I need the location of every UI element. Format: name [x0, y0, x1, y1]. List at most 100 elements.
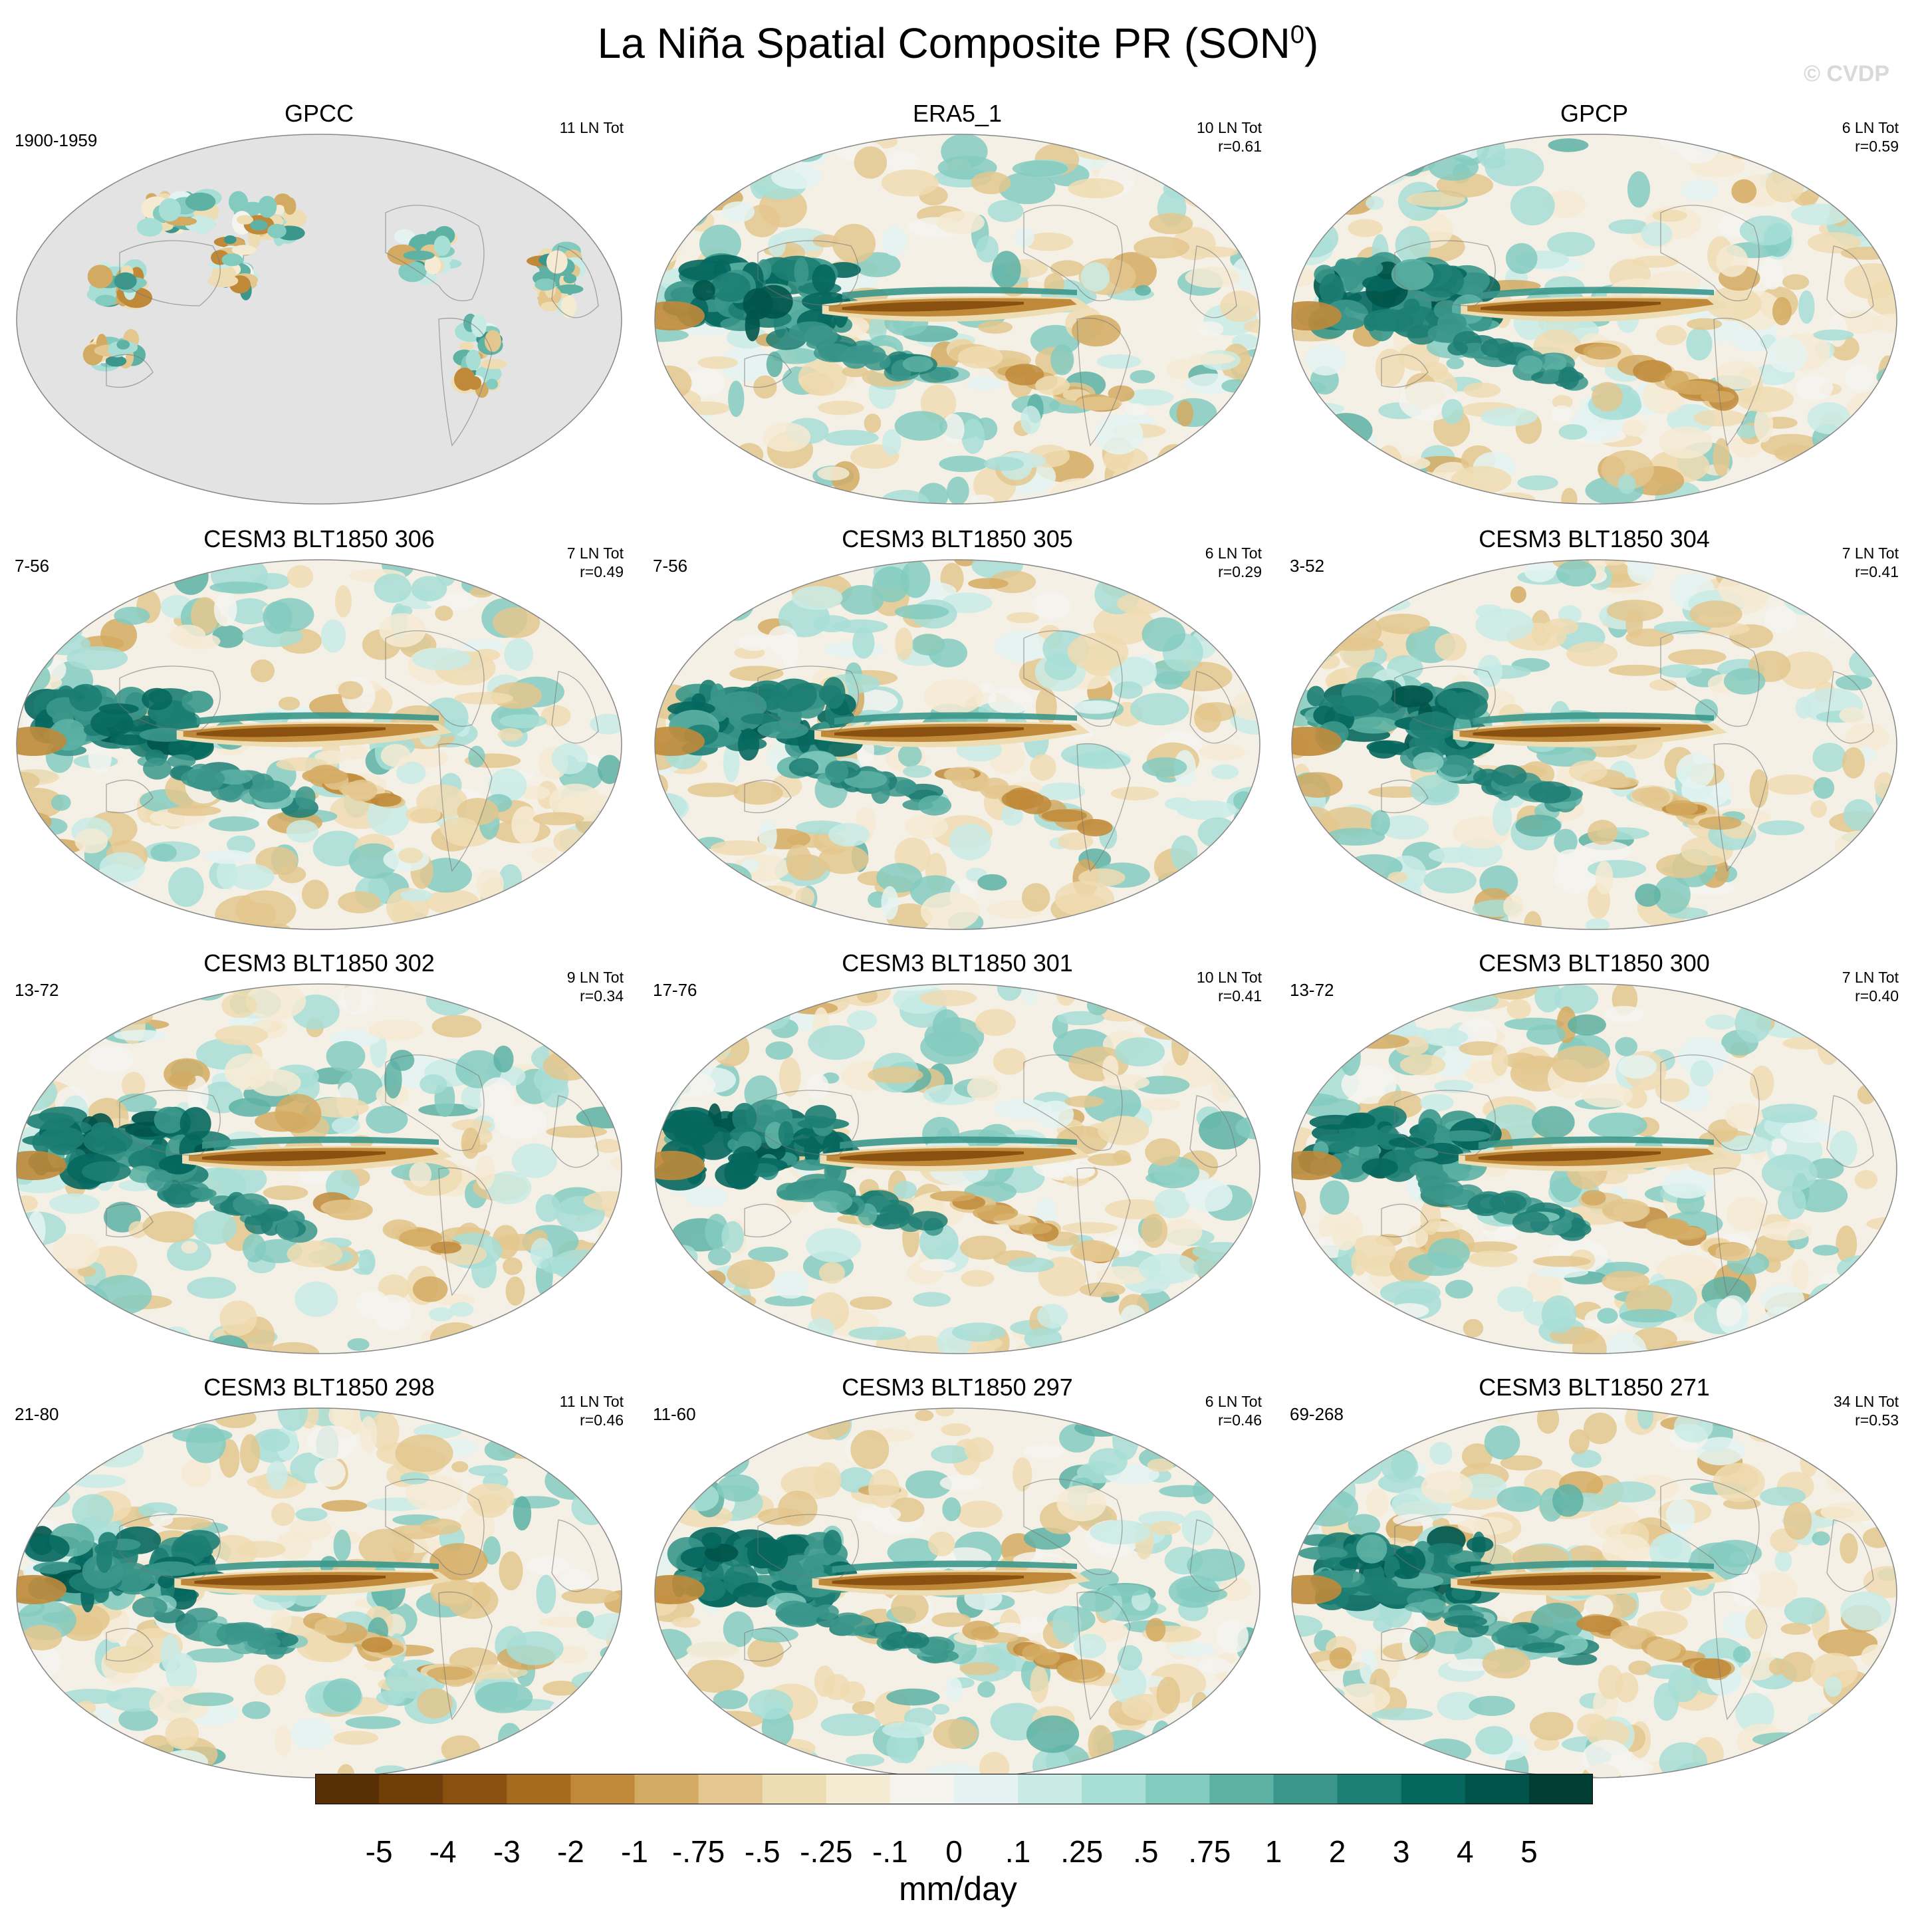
map-panel: CESM3 BLT1850 305 7-56 6 LN Tot r=0.29	[645, 525, 1270, 930]
precip-map	[1291, 559, 1897, 930]
panel-stats: 34 LN Tot r=0.53	[1834, 1392, 1899, 1429]
colorbar-tick-label: -2	[556, 1834, 584, 1869]
panel-pattern-correlation: r=0.49	[580, 563, 624, 580]
panel-event-count: 6 LN Tot	[1205, 544, 1262, 562]
precip-map	[1291, 983, 1897, 1354]
panel-title: GPCC	[284, 100, 354, 127]
colorbar-swatch	[1209, 1774, 1274, 1804]
map-field	[1292, 1408, 1897, 1778]
colorbar-swatch	[379, 1774, 443, 1804]
panel-event-count: 11 LN Tot	[559, 1393, 624, 1410]
colorbar-tick-label: .1	[1005, 1834, 1031, 1869]
panel-stats: 10 LN Tot r=0.41	[1197, 968, 1262, 1005]
panel-event-count: 7 LN Tot	[566, 544, 624, 562]
panel-pattern-correlation: r=0.34	[580, 987, 624, 1005]
map-panel: CESM3 BLT1850 304 3-52 7 LN Tot r=0.41	[1282, 525, 1907, 930]
panel-event-count: 6 LN Tot	[1842, 119, 1899, 136]
figure-title-text: La Niña Spatial Composite PR (SON	[597, 19, 1290, 67]
map-panel: GPCC 1900-1959 11 LN Tot	[7, 100, 632, 505]
colorbar-tick-label: -.25	[800, 1834, 853, 1869]
colorbar-swatch	[698, 1774, 763, 1804]
precip-map	[1291, 1407, 1897, 1778]
panel-stats: 7 LN Tot r=0.41	[1842, 544, 1899, 581]
colorbar-tick-label: -.1	[872, 1834, 908, 1869]
panel-years: 13-72	[15, 980, 59, 1000]
panel-title: CESM3 BLT1850 301	[842, 949, 1073, 977]
colorbar-swatch	[1528, 1774, 1593, 1804]
panel-title: CESM3 BLT1850 300	[1479, 949, 1710, 977]
colorbar-swatch	[954, 1774, 1018, 1804]
colorbar-swatch	[1401, 1774, 1466, 1804]
panel-years: 7-56	[653, 556, 688, 576]
colorbar-tick-label: 0	[945, 1834, 963, 1869]
map-panel: CESM3 BLT1850 300 13-72 7 LN Tot r=0.40	[1282, 949, 1907, 1354]
colorbar-tick-label: .25	[1060, 1834, 1104, 1869]
precip-map	[1291, 134, 1897, 505]
panel-event-count: 9 LN Tot	[566, 969, 624, 986]
colorbar-swatch	[1145, 1774, 1210, 1804]
colorbar-tick-label: .5	[1133, 1834, 1159, 1869]
colorbar-labels: -5 -4 -3 -2 -1 -.75 -.5 -.25 -.1 0 .1 .25 .5 .75 1 2 3 4 5	[315, 1834, 1593, 1871]
precip-map	[16, 559, 622, 930]
panel-event-count: 10 LN Tot	[1196, 119, 1262, 136]
colorbar-tick-label: 2	[1328, 1834, 1346, 1869]
map-panel: GPCP 6 LN Tot r=0.59	[1282, 100, 1907, 505]
colorbar-tick-label: 5	[1520, 1834, 1538, 1869]
colorbar-tick-label: -5	[365, 1834, 393, 1869]
panel-pattern-correlation: r=0.53	[1855, 1411, 1899, 1429]
map-field	[17, 134, 622, 504]
panel-stats: 6 LN Tot r=0.29	[1205, 544, 1262, 581]
colorbar-units: mm/day	[899, 1870, 1017, 1907]
panel-title: CESM3 BLT1850 271	[1479, 1374, 1710, 1401]
colorbar-swatch	[315, 1774, 380, 1804]
colorbar-tick-label: .75	[1188, 1834, 1231, 1869]
colorbar-swatch	[890, 1774, 955, 1804]
panel-years: 13-72	[1290, 980, 1334, 1000]
panel-pattern-correlation: r=0.41	[1218, 987, 1262, 1005]
panel-years: 21-80	[15, 1404, 59, 1424]
map-panel: CESM3 BLT1850 297 11-60 6 LN Tot r=0.46	[645, 1374, 1270, 1778]
panel-years: 1900-1959	[15, 130, 98, 150]
colorbar-swatch	[570, 1774, 635, 1804]
panel-stats: 7 LN Tot r=0.49	[567, 544, 624, 581]
panel-title: GPCP	[1560, 100, 1629, 127]
colorbar-swatch	[1018, 1774, 1082, 1804]
panel-event-count: 7 LN Tot	[1842, 544, 1899, 562]
colorbar-swatch	[1337, 1774, 1402, 1804]
panel-stats: 11 LN Tot	[560, 118, 624, 137]
panel-title: CESM3 BLT1850 304	[1479, 525, 1710, 552]
map-panel: CESM3 BLT1850 301 17-76 10 LN Tot r=0.41	[645, 949, 1270, 1354]
colorbar-swatch	[1465, 1774, 1530, 1804]
precip-map	[16, 983, 622, 1354]
panel-event-count: 10 LN Tot	[1196, 969, 1262, 986]
precip-map	[16, 134, 622, 505]
colorbar-tick-label: 3	[1392, 1834, 1410, 1869]
panel-event-count: 11 LN Tot	[559, 119, 624, 136]
colorbar-swatch	[1082, 1774, 1146, 1804]
panel-stats: 10 LN Tot r=0.61	[1197, 118, 1262, 156]
colorbar-tick-label: -.5	[744, 1834, 780, 1869]
colorbar-swatch	[1273, 1774, 1338, 1804]
precip-map	[654, 1407, 1260, 1778]
colorbar-swatch	[443, 1774, 507, 1804]
figure-title-superscript: 0	[1290, 21, 1305, 49]
panel-title: CESM3 BLT1850 305	[842, 525, 1073, 552]
map-panel: CESM3 BLT1850 298 21-80 11 LN Tot r=0.46	[7, 1374, 632, 1778]
figure-title: La Niña Spatial Composite PR (SON0)	[0, 19, 1916, 68]
panel-pattern-correlation: r=0.29	[1218, 563, 1262, 580]
panel-years: 69-268	[1290, 1404, 1344, 1424]
colorbar-swatch	[762, 1774, 827, 1804]
copyright-watermark: © CVDP	[1804, 61, 1889, 86]
colorbar-tick-label: -3	[493, 1834, 521, 1869]
panel-pattern-correlation: r=0.46	[580, 1411, 624, 1429]
panel-pattern-correlation: r=0.59	[1855, 138, 1899, 155]
colorbar-swatch	[826, 1774, 891, 1804]
panel-years: 3-52	[1290, 556, 1325, 576]
panel-years: 17-76	[653, 980, 697, 1000]
colorbar-tick-label: -4	[429, 1834, 457, 1869]
map-field	[17, 560, 622, 929]
panel-stats: 6 LN Tot r=0.46	[1205, 1392, 1262, 1429]
panel-stats: 7 LN Tot r=0.40	[1842, 968, 1899, 1005]
map-panel: ERA5_1 10 LN Tot r=0.61	[645, 100, 1270, 505]
map-panel: CESM3 BLT1850 271 69-268 34 LN Tot r=0.53	[1282, 1374, 1907, 1778]
